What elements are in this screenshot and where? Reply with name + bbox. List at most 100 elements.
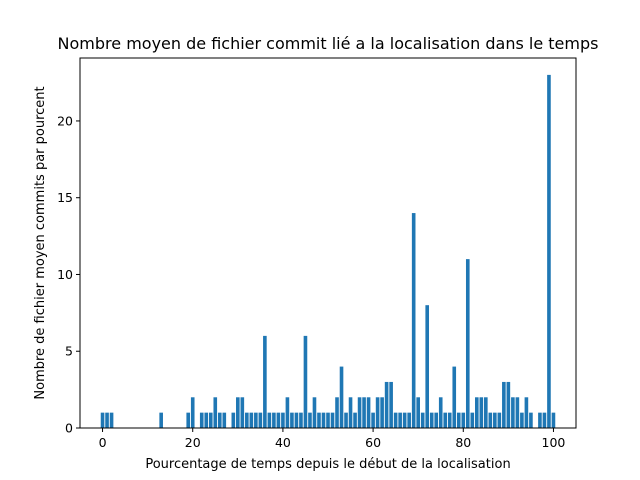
bar-35 — [258, 412, 263, 428]
bar-42 — [290, 412, 294, 428]
bar-59 — [366, 397, 371, 428]
bar-23 — [204, 412, 209, 428]
x-tick-label: 40 — [275, 435, 291, 450]
bar-61 — [375, 397, 380, 428]
x-tick-label: 0 — [99, 435, 107, 450]
bar-68 — [407, 412, 411, 428]
bar-87 — [493, 412, 497, 428]
bar-0 — [100, 412, 105, 428]
x-axis-label: Pourcentage de temps depuis le début de … — [145, 457, 510, 472]
y-axis-label: Nombre de fichier moyen commits par pour… — [33, 86, 48, 399]
bar-46 — [308, 412, 312, 428]
bars-group — [100, 74, 556, 428]
bar-86 — [488, 412, 493, 428]
bar-85 — [484, 397, 488, 428]
bar-38 — [272, 412, 276, 428]
y-tick-label: 20 — [57, 113, 73, 128]
bar-45 — [303, 335, 308, 428]
bar-97 — [538, 412, 542, 428]
bar-34 — [254, 412, 258, 428]
bar-65 — [393, 412, 398, 428]
bar-80 — [461, 412, 466, 428]
bar-99 — [547, 74, 551, 428]
bar-1 — [105, 412, 109, 428]
bar-74 — [434, 412, 439, 428]
bar-55 — [348, 397, 353, 428]
bar-37 — [267, 412, 272, 428]
y-tick-label: 5 — [65, 344, 73, 359]
bar-2 — [109, 412, 114, 428]
bar-92 — [515, 397, 520, 428]
bar-95 — [529, 412, 533, 428]
bar-41 — [285, 397, 290, 428]
bar-26 — [217, 412, 222, 428]
bar-91 — [511, 397, 515, 428]
bar-49 — [321, 412, 326, 428]
bar-13 — [159, 412, 163, 428]
bar-72 — [425, 305, 430, 428]
y-tick-label: 10 — [57, 267, 73, 282]
bar-54 — [344, 412, 348, 428]
bar-78 — [452, 366, 457, 428]
bar-19 — [186, 412, 191, 428]
axes-frame — [79, 57, 577, 429]
bar-30 — [236, 397, 240, 428]
bar-56 — [353, 412, 357, 428]
bar-93 — [520, 412, 524, 428]
bar-81 — [465, 259, 470, 428]
bar-24 — [208, 412, 213, 428]
x-tick-label: 60 — [365, 435, 381, 450]
bar-44 — [299, 412, 303, 428]
bar-66 — [398, 412, 402, 428]
x-tick-label: 20 — [185, 435, 201, 450]
bar-22 — [199, 412, 204, 428]
bar-63 — [384, 381, 389, 428]
bar-88 — [497, 412, 502, 428]
bar-71 — [420, 412, 425, 428]
bar-50 — [326, 412, 330, 428]
bar-90 — [506, 381, 511, 428]
x-tick-label: 100 — [542, 435, 566, 450]
bar-36 — [263, 335, 267, 428]
bar-79 — [456, 412, 461, 428]
bar-76 — [443, 412, 448, 428]
bar-53 — [339, 366, 344, 428]
bar-29 — [231, 412, 236, 428]
chart-title: Nombre moyen de fichier commit lié a la … — [58, 34, 599, 53]
bar-94 — [524, 397, 529, 428]
bar-25 — [213, 397, 218, 428]
bar-75 — [438, 397, 443, 428]
bar-73 — [429, 412, 434, 428]
bar-33 — [249, 412, 254, 428]
bar-62 — [380, 397, 384, 428]
bar-47 — [312, 397, 317, 428]
bar-52 — [335, 397, 339, 428]
ticks-group: 0 20 40 60 80 100 0 5 10 15 20 — [57, 113, 565, 450]
bar-51 — [330, 412, 335, 428]
bar-84 — [479, 397, 484, 428]
bar-20 — [190, 397, 195, 428]
y-tick-label: 15 — [57, 190, 73, 205]
bar-100 — [551, 412, 556, 428]
bar-57 — [357, 397, 362, 428]
bar-98 — [542, 412, 547, 428]
bar-39 — [276, 412, 281, 428]
bar-58 — [362, 397, 366, 428]
bar-89 — [502, 381, 506, 428]
bar-70 — [416, 397, 420, 428]
bar-27 — [222, 412, 227, 428]
bar-48 — [317, 412, 321, 428]
bar-69 — [411, 213, 416, 428]
bar-67 — [402, 412, 407, 428]
x-tick-label: 80 — [455, 435, 471, 450]
bar-43 — [294, 412, 299, 428]
bar-32 — [245, 412, 249, 428]
bar-40 — [281, 412, 285, 428]
y-tick-label: 0 — [65, 421, 73, 436]
bar-60 — [371, 412, 375, 428]
bar-77 — [447, 412, 452, 428]
bar-82 — [470, 412, 475, 428]
bar-83 — [475, 397, 479, 428]
